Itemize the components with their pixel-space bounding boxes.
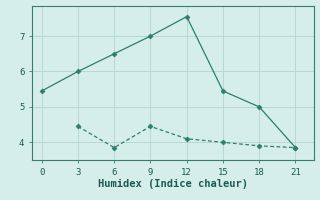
- X-axis label: Humidex (Indice chaleur): Humidex (Indice chaleur): [98, 179, 248, 189]
